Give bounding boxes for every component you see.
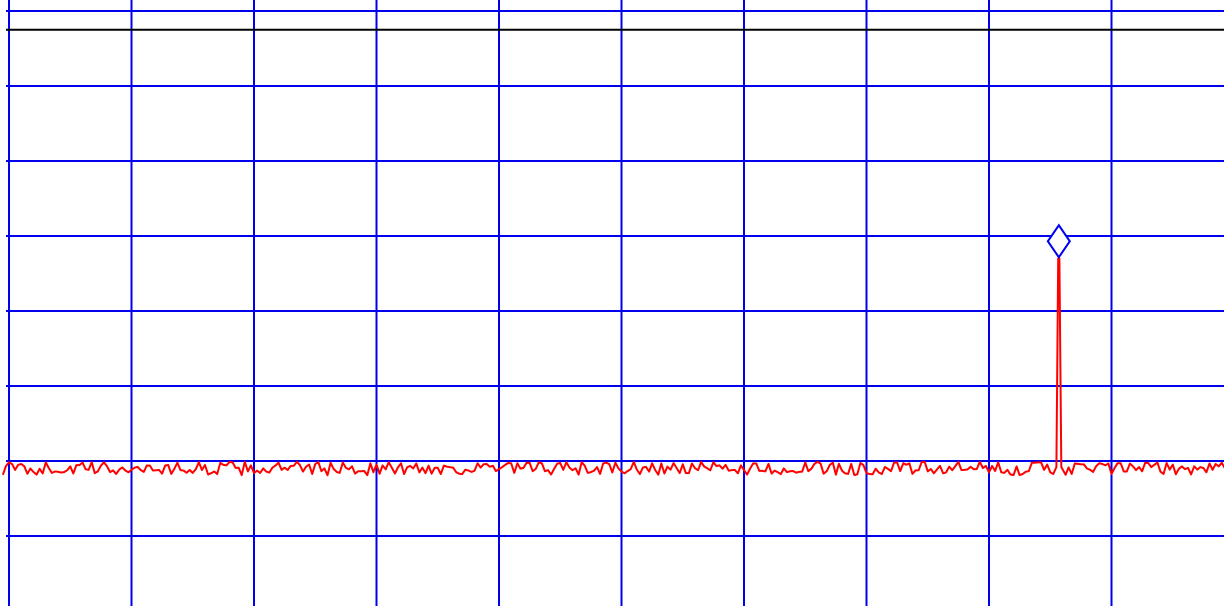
- peak-marker-diamond[interactable]: [1046, 223, 1072, 260]
- spectrum-trace: [1, 257, 1224, 477]
- horizontal-gridlines: [6, 10, 1224, 537]
- vertical-gridlines: [8, 0, 1113, 606]
